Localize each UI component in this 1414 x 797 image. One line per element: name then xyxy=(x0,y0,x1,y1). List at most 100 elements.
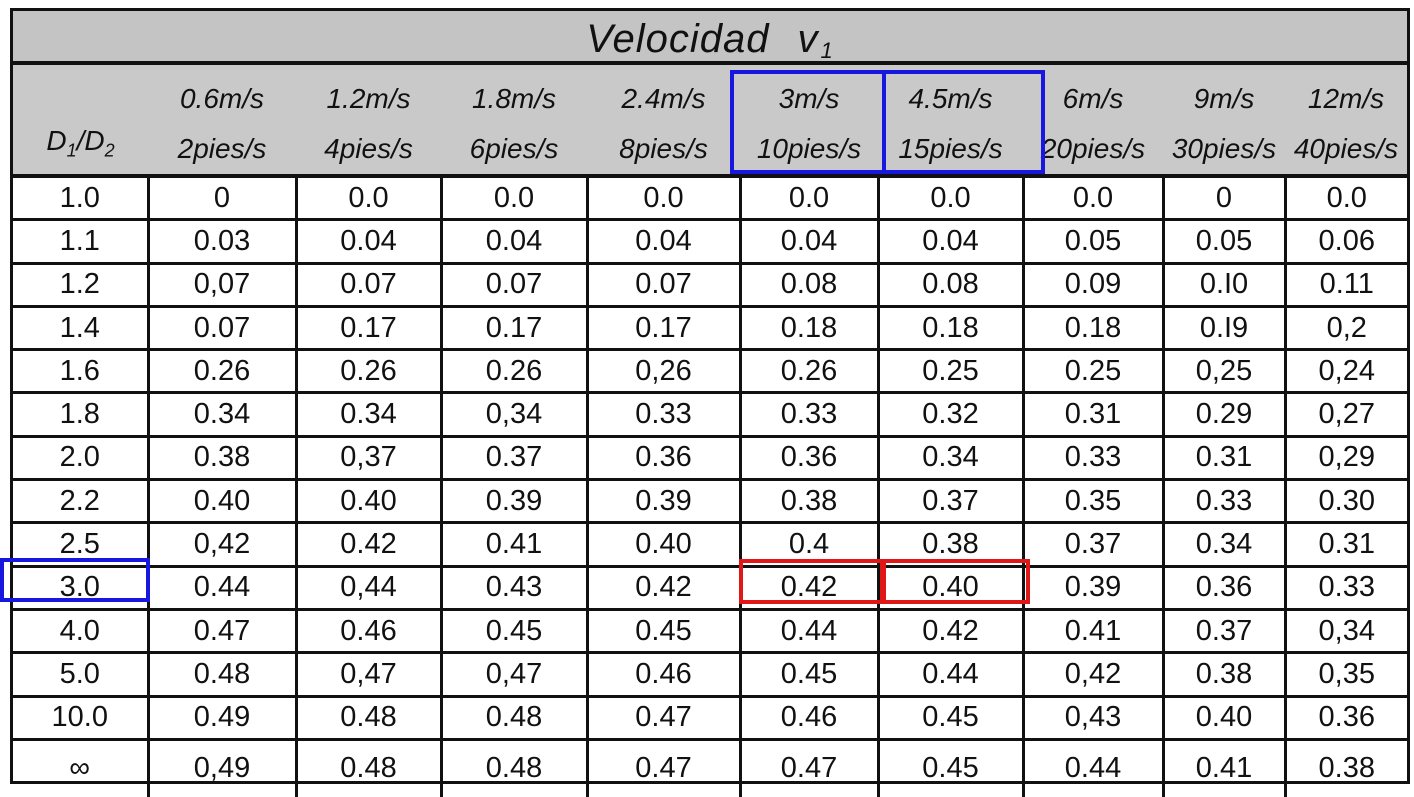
table-cell: 0.31 xyxy=(1023,392,1165,438)
table-cell: 0.39 xyxy=(587,479,742,525)
table-cell: 0.45 xyxy=(878,696,1025,741)
table-cell: 0,27 xyxy=(1285,392,1407,438)
header-band xyxy=(13,65,1407,178)
table-cell: 0,2 xyxy=(1285,306,1407,352)
table-cell: 0.34 xyxy=(1163,522,1287,568)
table-cell: 0.33 xyxy=(1023,436,1165,482)
table-row: 1.4 0.07 0.17 0.17 0.17 0.18 0.18 0.18 0.I9 0,2 xyxy=(13,306,1407,352)
table-cell: 0.07 xyxy=(587,263,742,308)
table-cell: 0.36 xyxy=(1163,566,1287,611)
column-header: 9m/s 30pies/s xyxy=(1163,65,1285,178)
table-cell: 0,35 xyxy=(1285,652,1407,698)
row-ratio: 5.0 xyxy=(13,652,150,698)
table-cell: 0,24 xyxy=(1285,349,1407,395)
table-cell: 0.0 xyxy=(740,178,880,222)
table-cell: 0.42 xyxy=(296,522,443,568)
table-cell: 0.31 xyxy=(1285,522,1407,568)
table-cell: 0.35 xyxy=(1023,479,1165,525)
table-cell: 0.0 xyxy=(1285,178,1407,222)
table-cell: 0.0 xyxy=(1023,178,1165,222)
table-cell: 0.36 xyxy=(587,436,742,482)
row-header-label: D1/D2 xyxy=(46,125,115,161)
table-cell: 0.44 xyxy=(1023,739,1165,797)
column-header-metric: 6m/s xyxy=(1062,83,1124,114)
column-header-imperial: 10pies/s xyxy=(756,133,862,164)
row-ratio: 1.6 xyxy=(13,349,150,395)
title-variable: v1 xyxy=(797,17,833,63)
row-ratio: 2.2 xyxy=(13,479,150,525)
table-row: 5.0 0.48 0,47 0,47 0.46 0.45 0.44 0,42 0.38 0,35 xyxy=(13,652,1407,698)
column-header-imperial: 15pies/s xyxy=(898,133,1003,164)
table-cell: 0.32 xyxy=(878,392,1025,438)
row-ratio: 1.0 xyxy=(13,178,150,222)
table-cell: 0.26 xyxy=(148,349,298,395)
row-ratio: 1.1 xyxy=(13,219,150,265)
table-cell: 0,29 xyxy=(1285,436,1407,482)
column-header: 3m/s 10pies/s xyxy=(740,65,878,178)
column-header: 6m/s 20pies/s xyxy=(1023,65,1163,178)
table-cell: 0.I0 xyxy=(1163,263,1287,308)
table-cell: 0,37 xyxy=(296,436,443,482)
table-cell: 0.46 xyxy=(740,696,880,741)
table-cell: 0.34 xyxy=(296,392,443,438)
column-header: 4.5m/s 15pies/s xyxy=(878,65,1023,178)
table-cell: 0.44 xyxy=(740,609,880,655)
table-cell: 0.39 xyxy=(1023,566,1165,611)
table-cell: 0.43 xyxy=(441,566,589,611)
table-cell: 0.49 xyxy=(148,696,298,741)
column-header-metric: 0.6m/s xyxy=(179,83,265,114)
table-cell: 0.4 xyxy=(740,522,880,568)
table-cell: 0.48 xyxy=(296,739,443,797)
table-cell: 0.33 xyxy=(587,392,742,438)
table-row: 1.1 0.03 0.04 0.04 0.04 0.04 0.04 0.05 0.05 0.06 xyxy=(13,219,1407,265)
table-cell: 0.42 xyxy=(740,566,880,611)
table-cell: 0.40 xyxy=(1163,696,1287,741)
table-cell: 0.33 xyxy=(1163,479,1287,525)
table-cell: 0.05 xyxy=(1023,219,1165,265)
row-ratio: 2.5 xyxy=(13,522,150,568)
table-cell: 0.46 xyxy=(587,652,742,698)
table-cell: 0.26 xyxy=(296,349,443,395)
table-cell: 0,25 xyxy=(1163,349,1287,395)
table-cell: 0.04 xyxy=(587,219,742,265)
table-cell: 0.40 xyxy=(878,566,1025,611)
table-row: 1.2 0,07 0.07 0.07 0.07 0.08 0.08 0.09 0.I0 0.11 xyxy=(13,263,1407,308)
table-cell: 0.39 xyxy=(441,479,589,525)
table-cell: 0 xyxy=(148,178,298,222)
table-cell: 0.26 xyxy=(441,349,589,395)
table-cell: 0.48 xyxy=(148,652,298,698)
column-header-metric: 3m/s xyxy=(778,83,840,114)
row-ratio: ∞ xyxy=(13,739,150,797)
table-cell: 0.08 xyxy=(740,263,880,308)
table-cell: 0.18 xyxy=(740,306,880,352)
table-cell: 0.06 xyxy=(1285,219,1407,265)
table-row: 1.8 0.34 0.34 0,34 0.33 0.33 0.32 0.31 0.29 0,27 xyxy=(13,392,1407,438)
column-header-metric: 2.4m/s xyxy=(621,83,706,114)
table-cell: 0.04 xyxy=(296,219,443,265)
table-cell: 0,42 xyxy=(148,522,298,568)
table-cell: 0 xyxy=(1163,178,1287,222)
table-cell: 0.31 xyxy=(1163,436,1287,482)
table-cell: 0,43 xyxy=(1023,696,1165,741)
table-cell: 0.0 xyxy=(878,178,1025,222)
table-cell: 0.0 xyxy=(587,178,742,222)
title-bar: Velocidad v1 xyxy=(13,11,1407,65)
column-header: 12m/s 40pies/s xyxy=(1285,65,1407,178)
column-header-metric: 1.2m/s xyxy=(326,83,411,114)
table-row: 10.0 0.49 0.48 0.48 0.47 0.46 0.45 0,43 0.40 0.36 xyxy=(13,696,1407,741)
table-cell: 0.48 xyxy=(441,696,589,741)
table-cell: 0.34 xyxy=(878,436,1025,482)
table-cell: 0.38 xyxy=(1318,752,1375,785)
title-text: Velocidad xyxy=(586,17,770,61)
table-cell: 0.17 xyxy=(441,306,589,352)
column-header-metric: 9m/s xyxy=(1193,83,1255,114)
table-row: 3.0 0.44 0,44 0.43 0.42 0.42 0.40 0.39 0.36 0.33 xyxy=(13,566,1407,611)
table-cell: 0.44 xyxy=(148,566,298,611)
column-header-imperial: 2pies/s xyxy=(177,133,267,164)
table-cell: 0.47 xyxy=(148,609,298,655)
table-cell: 0.05 xyxy=(1163,219,1287,265)
table-cell: 0,44 xyxy=(296,566,443,611)
table-row: 1.6 0.26 0.26 0.26 0,26 0.26 0.25 0.25 0,25 0,24 xyxy=(13,349,1407,395)
table-cell: 0.33 xyxy=(1285,566,1407,611)
table-cell: 0.18 xyxy=(1023,306,1165,352)
